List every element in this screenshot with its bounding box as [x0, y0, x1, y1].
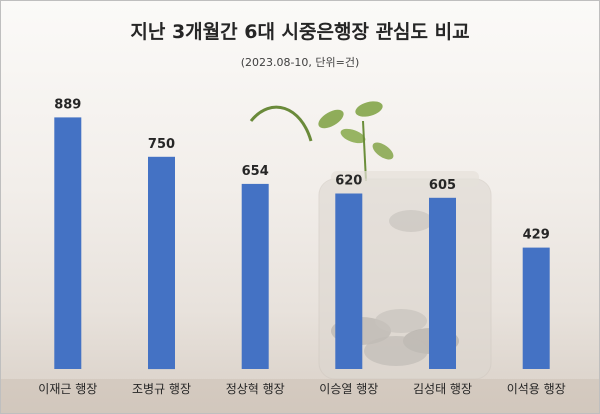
data-label-0: 889: [54, 97, 81, 112]
category-label-1: 조병규 행장: [132, 381, 191, 396]
bar-2: [241, 183, 269, 369]
category-label-2: 정상혁 행장: [226, 381, 285, 396]
category-label-4: 김성태 행장: [413, 381, 472, 396]
data-label-4: 605: [429, 178, 456, 193]
bar-0: [54, 117, 82, 370]
bar-1: [148, 156, 175, 370]
data-label-1: 750: [148, 137, 175, 152]
chart-title: 지난 3개월간 6대 시중은행장 관심도 비교: [130, 21, 470, 43]
data-label-3: 620: [335, 174, 362, 189]
bar-5: [522, 247, 550, 369]
background-jar-illustration: [1, 101, 599, 413]
bars-group: 889 이재근 행장 750 조병규 행장 654 정상혁 행장 620 이승열 행장 605 김…: [38, 97, 565, 396]
bar-4: [429, 197, 456, 369]
chart-subtitle: (2023.08-10, 단위=건): [240, 56, 360, 69]
data-label-2: 654: [242, 164, 269, 179]
bar-3: [335, 193, 363, 369]
data-label-5: 429: [523, 228, 550, 243]
category-label-5: 이석용 행장: [507, 381, 566, 396]
category-label-3: 이승열 행장: [319, 381, 378, 396]
category-label-0: 이재근 행장: [38, 381, 97, 396]
